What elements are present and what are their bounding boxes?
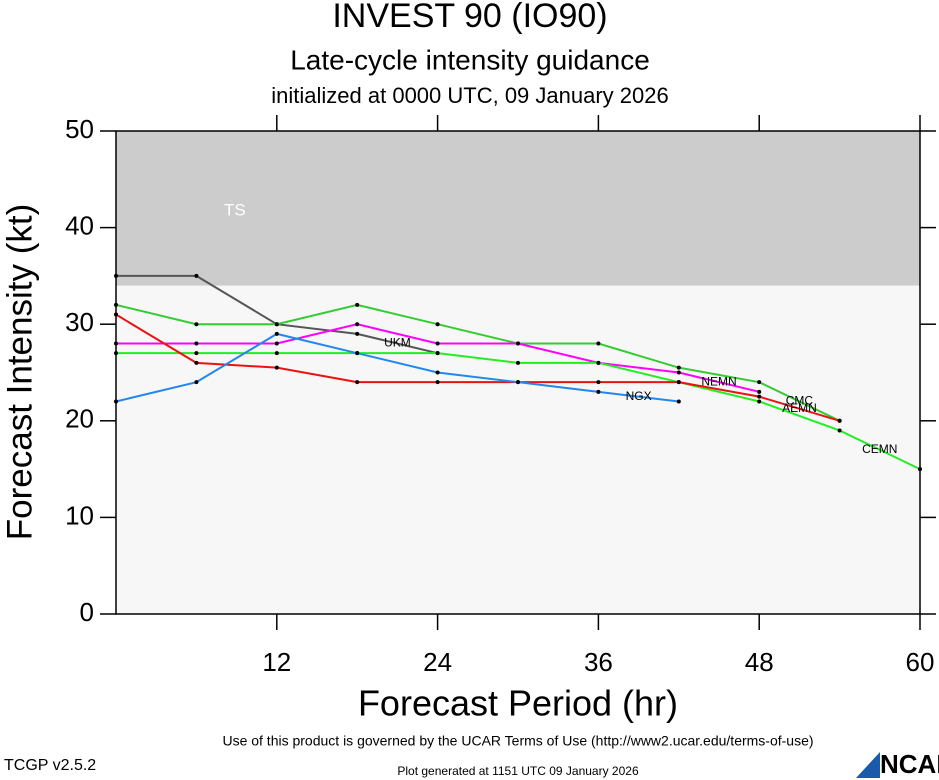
data-point [516,380,520,385]
x-tick-label: 36 [584,647,613,677]
init-text: initialized at 0000 UTC, 09 January 2026 [271,83,668,108]
terms-text: Use of this product is governed by the U… [222,733,813,749]
data-point [194,380,199,385]
series-label: CEMN [862,442,897,456]
y-tick-label: 10 [65,500,94,530]
y-tick-label: 50 [65,114,94,144]
data-point [194,273,199,278]
data-point [676,399,681,404]
y-axis-label: Forecast Intensity (kt) [0,204,39,540]
series-label: NEMN [701,374,736,388]
y-tick-label: 0 [80,597,94,627]
data-point [355,322,360,327]
data-point [194,341,199,346]
chart-title: INVEST 90 (IO90) [332,0,607,35]
logo-mark [856,752,880,778]
y-tick-label: 40 [65,210,94,240]
data-point [516,360,520,365]
data-point [596,341,601,346]
data-point [435,370,440,375]
intensity-band [116,131,920,286]
data-point [596,389,601,394]
data-point [596,360,601,365]
series-label: CMC [786,394,814,408]
data-point [676,370,681,375]
data-point [274,331,279,336]
data-point [757,399,762,404]
series-label: NGX [626,389,652,403]
y-tick-label: 30 [65,307,94,337]
data-point [194,322,199,327]
data-point [435,380,440,385]
chart-subtitle: Late-cycle intensity guidance [290,44,650,75]
x-tick-label: 12 [262,647,291,677]
data-point [435,351,440,356]
x-tick-label: 60 [906,647,935,677]
data-point [435,341,440,346]
series-line [115,313,840,422]
data-point [516,341,520,346]
series-label: UKM [384,336,411,350]
version-text: TCGP v2.5.2 [4,757,96,774]
data-point [355,331,360,336]
data-point [757,380,762,385]
series-label: AEMN [782,401,817,415]
data-point [194,351,199,356]
data-point [355,380,360,385]
data-point [837,418,842,423]
data-point [274,341,279,346]
logo-text: NCAR [880,749,939,779]
x-axis-label: Forecast Period (hr) [358,683,678,724]
data-point [757,389,762,394]
data-point [355,302,360,307]
plot-frame [115,130,921,615]
data-point [194,360,199,365]
series-line [115,332,679,403]
data-point [596,380,601,385]
data-point [435,322,440,327]
data-point [274,351,279,356]
x-tick-label: 24 [423,647,452,677]
generated-text: Plot generated at 1151 UTC 09 January 20… [397,764,639,778]
data-point [676,380,681,385]
data-point [837,428,842,433]
data-point [274,365,279,370]
series-line [115,303,841,422]
band-label: TS [224,200,246,219]
y-tick-label: 20 [65,404,94,434]
data-point [274,322,279,327]
data-point [757,394,762,399]
data-point [355,351,360,356]
data-point [676,365,681,370]
x-tick-label: 48 [745,647,774,677]
